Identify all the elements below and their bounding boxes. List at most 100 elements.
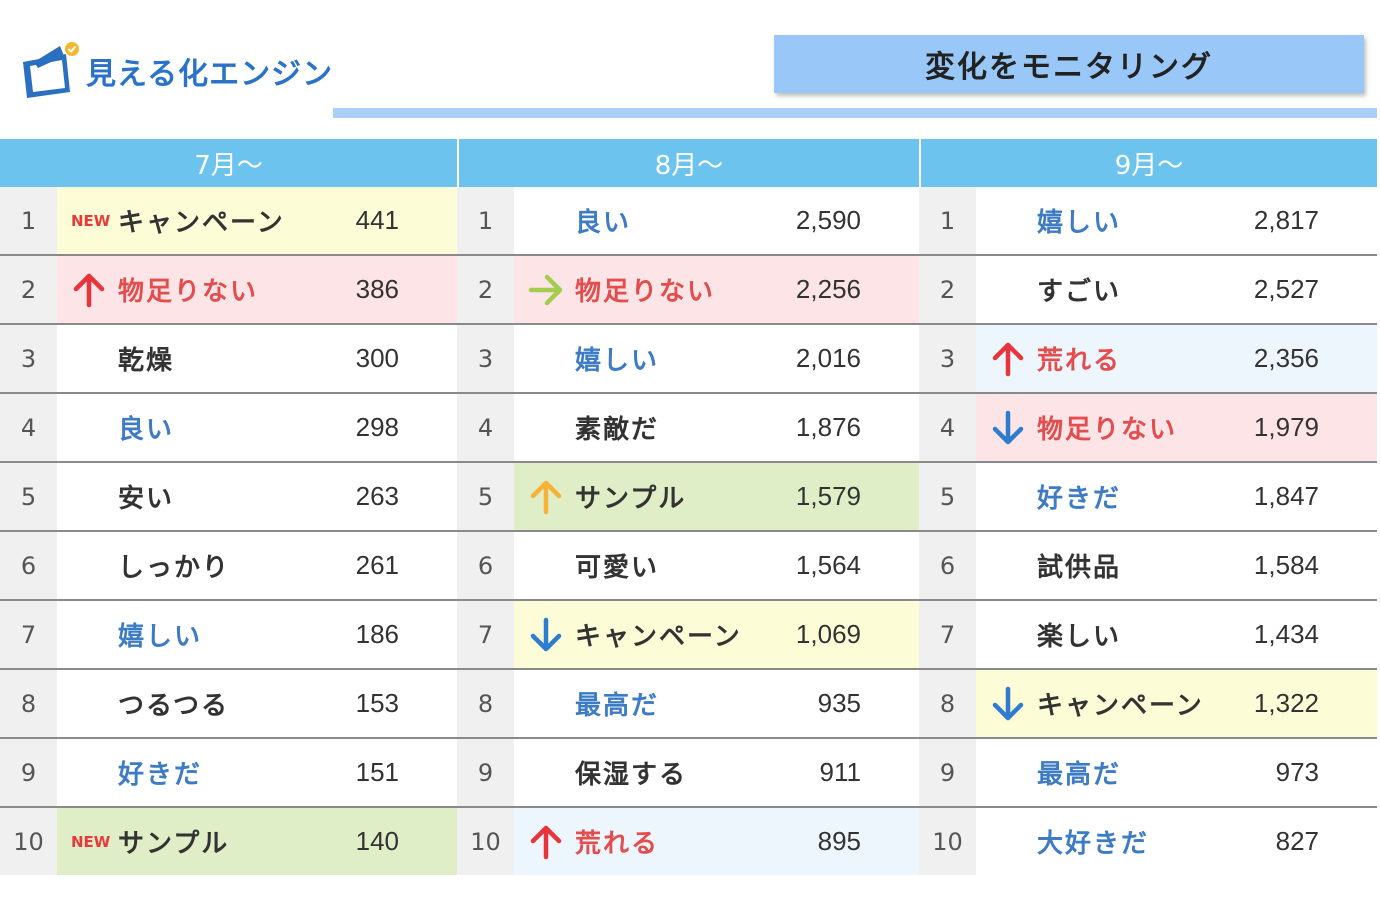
rank-number: 7 <box>457 601 514 668</box>
logo: 見える化エンジン <box>20 40 333 102</box>
keyword-label: 嬉しい <box>118 622 203 652</box>
keyword-label: 荒れる <box>1037 346 1122 376</box>
keyword-count: 895 <box>817 826 861 856</box>
rank-number: 7 <box>0 601 57 668</box>
table-row: 9 保湿する 911 <box>457 739 919 808</box>
keyword-cell: 良い 298 <box>57 394 457 461</box>
keyword-label: 荒れる <box>575 829 660 859</box>
rank-number: 2 <box>0 256 57 323</box>
ranking-column-2: 8月〜 1 良い 2,590 2 物足りない 2,256 3 嬉しい 2,016 4 素敵だ 1,876… <box>457 139 919 875</box>
keyword-count: 2,256 <box>795 274 861 304</box>
keyword-cell: 荒れる 2,356 <box>976 325 1377 392</box>
keyword-cell: すごい 2,527 <box>976 256 1377 323</box>
keyword-count: 2,527 <box>1253 274 1319 304</box>
up-arrow-orange-icon <box>528 479 564 515</box>
column-heading: 9月〜 <box>919 139 1377 187</box>
keyword-count: 386 <box>355 274 399 304</box>
down-arrow-blue-icon <box>990 410 1026 446</box>
rank-number: 6 <box>919 532 976 599</box>
rank-number: 10 <box>457 808 514 875</box>
keyword-cell: 好きだ 1,847 <box>976 463 1377 530</box>
keyword-label: 物足りない <box>575 277 716 307</box>
keyword-count: 186 <box>355 619 399 649</box>
keyword-cell: 物足りない 386 <box>57 256 457 323</box>
keyword-count: 1,876 <box>795 412 861 442</box>
up-arrow-red-icon <box>71 272 107 308</box>
keyword-count: 911 <box>819 757 861 787</box>
keyword-label: 試供品 <box>1037 553 1122 583</box>
rank-number: 6 <box>0 532 57 599</box>
keyword-count: 973 <box>1275 757 1319 787</box>
table-row: 2 物足りない 386 <box>0 256 457 325</box>
keyword-cell: サンプル 1,579 <box>514 463 919 530</box>
keyword-label: 素敵だ <box>575 415 660 445</box>
table-row: 4 素敵だ 1,876 <box>457 394 919 463</box>
keyword-label: 安い <box>118 484 175 514</box>
table-row: 8 キャンペーン 1,322 <box>919 670 1377 739</box>
keyword-cell: 大好きだ 827 <box>976 808 1377 875</box>
rank-number: 9 <box>0 739 57 806</box>
keyword-cell: 保湿する 911 <box>514 739 919 806</box>
keyword-label: 好きだ <box>118 760 203 790</box>
table-row: 9 最高だ 973 <box>919 739 1377 808</box>
keyword-cell: キャンペーン 1,069 <box>514 601 919 668</box>
table-row: 6 可愛い 1,564 <box>457 532 919 601</box>
table-row: 7 キャンペーン 1,069 <box>457 601 919 670</box>
table-row: 7 嬉しい 186 <box>0 601 457 670</box>
keyword-cell: 最高だ 973 <box>976 739 1377 806</box>
down-arrow-blue-icon <box>528 617 564 653</box>
keyword-cell: 嬉しい 186 <box>57 601 457 668</box>
page-title: 変化をモニタリング <box>774 35 1364 93</box>
rank-number: 4 <box>0 394 57 461</box>
table-row: 10 NEW サンプル 140 <box>0 808 457 875</box>
keyword-label: キャンペーン <box>118 208 285 238</box>
table-row: 6 しっかり 261 <box>0 532 457 601</box>
keyword-label: 物足りない <box>1037 415 1178 445</box>
keyword-label: サンプル <box>575 484 687 514</box>
keyword-label: キャンペーン <box>575 622 742 652</box>
keyword-count: 441 <box>355 205 399 235</box>
right-arrow-green-icon <box>528 272 564 308</box>
keyword-cell: 嬉しい 2,016 <box>514 325 919 392</box>
keyword-cell: 物足りない 2,256 <box>514 256 919 323</box>
rank-number: 3 <box>457 325 514 392</box>
keyword-label: サンプル <box>118 829 230 859</box>
keyword-count: 2,016 <box>795 343 861 373</box>
keyword-label: つるつる <box>118 691 229 721</box>
table-row: 10 大好きだ 827 <box>919 808 1377 875</box>
rank-number: 5 <box>919 463 976 530</box>
table-row: 5 サンプル 1,579 <box>457 463 919 532</box>
rank-number: 8 <box>457 670 514 737</box>
logo-text: 見える化エンジン <box>86 57 334 92</box>
keyword-label: 可愛い <box>575 553 660 583</box>
ranking-column-3: 9月〜 1 嬉しい 2,817 2 すごい 2,527 3 荒れる 2,356 4 物足りない 1,97… <box>919 139 1377 875</box>
keyword-count: 1,564 <box>795 550 861 580</box>
keyword-label: 保湿する <box>575 760 688 790</box>
keyword-label: キャンペーン <box>1037 691 1204 721</box>
keyword-count: 1,069 <box>795 619 861 649</box>
rank-number: 4 <box>919 394 976 461</box>
keyword-cell: 乾燥 300 <box>57 325 457 392</box>
keyword-count: 2,817 <box>1253 205 1319 235</box>
keyword-label: しっかり <box>118 553 231 583</box>
rank-number: 1 <box>0 187 57 254</box>
keyword-count: 1,322 <box>1253 688 1319 718</box>
rank-number: 6 <box>457 532 514 599</box>
keyword-cell: 楽しい 1,434 <box>976 601 1377 668</box>
rank-number: 8 <box>919 670 976 737</box>
keyword-count: 261 <box>355 550 399 580</box>
ranking-column-1: 7月〜 1 NEW キャンペーン 441 2 物足りない 386 3 乾燥 300 4 良い 298 5 安い… <box>0 139 457 875</box>
rank-number: 5 <box>457 463 514 530</box>
keyword-cell: 試供品 1,584 <box>976 532 1377 599</box>
keyword-count: 263 <box>355 481 399 511</box>
table-row: 3 嬉しい 2,016 <box>457 325 919 394</box>
keyword-cell: 素敵だ 1,876 <box>514 394 919 461</box>
column-heading: 7月〜 <box>0 139 457 187</box>
table-row: 2 すごい 2,527 <box>919 256 1377 325</box>
keyword-cell: 最高だ 935 <box>514 670 919 737</box>
table-row: 7 楽しい 1,434 <box>919 601 1377 670</box>
keyword-label: 好きだ <box>1037 484 1122 514</box>
down-arrow-blue-icon <box>990 686 1026 722</box>
table-row: 1 嬉しい 2,817 <box>919 187 1377 256</box>
keyword-label: 乾燥 <box>118 346 175 376</box>
